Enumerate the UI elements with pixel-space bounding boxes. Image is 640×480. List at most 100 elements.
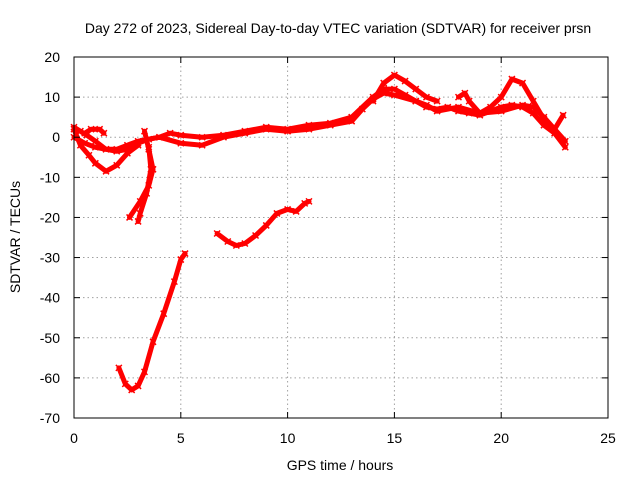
- data-point: [198, 133, 206, 141]
- chart-title: Day 272 of 2023, Sidereal Day-to-day VTE…: [85, 20, 591, 36]
- data-point: [232, 241, 240, 250]
- data-point: [454, 103, 463, 111]
- data-point: [326, 121, 334, 129]
- data-point: [213, 229, 221, 238]
- series-arc-mid: [213, 197, 313, 250]
- data-point: [252, 231, 260, 240]
- data-point: [529, 97, 537, 105]
- data-point: [113, 161, 121, 169]
- data-point: [160, 310, 168, 318]
- data-point: [358, 105, 366, 113]
- data-point: [422, 101, 430, 109]
- data-point: [559, 111, 567, 119]
- y-tick-label: 0: [52, 129, 60, 145]
- data-point: [561, 143, 569, 151]
- data-point: [143, 189, 151, 197]
- data-point: [262, 221, 270, 229]
- data-point: [390, 91, 398, 99]
- data-point: [461, 89, 469, 97]
- data-point: [508, 75, 516, 83]
- data-point: [497, 107, 505, 115]
- data-point: [81, 129, 89, 137]
- data-point: [305, 197, 313, 205]
- x-tick-label: 20: [493, 430, 509, 446]
- y-tick-label: -40: [40, 290, 60, 306]
- data-point: [273, 209, 281, 217]
- data-point: [126, 213, 134, 221]
- data-point: [292, 207, 300, 215]
- series-arc-early-small: [81, 125, 108, 137]
- data-point: [155, 133, 163, 141]
- axis-ticks: 0 5 10 15 20 25 -70 -60 -50 -40 -30 -20 -10 0 10 20: [40, 49, 616, 446]
- y-tick-label: 20: [44, 49, 60, 65]
- series-arc-deep: [115, 250, 189, 394]
- x-tick-label: 5: [177, 430, 185, 446]
- data-point: [401, 77, 409, 85]
- data-point: [540, 115, 548, 123]
- data-point: [134, 382, 142, 390]
- data-point: [519, 79, 527, 87]
- data-point: [115, 364, 123, 372]
- data-point: [476, 109, 484, 117]
- data-point: [100, 129, 108, 137]
- data-point: [170, 278, 178, 286]
- plot-frame: [73, 56, 609, 419]
- data-point: [551, 125, 559, 133]
- series-line: [116, 251, 188, 393]
- data-point: [284, 205, 292, 213]
- data-point: [284, 127, 292, 135]
- data-point: [519, 101, 527, 109]
- x-axis-label: GPS time / hours: [287, 457, 394, 473]
- y-tick-label: 10: [44, 89, 60, 105]
- data-point: [87, 125, 95, 133]
- data-point: [412, 85, 420, 93]
- data-point: [85, 151, 93, 159]
- data-point: [140, 368, 149, 376]
- series-arc-peak-15: [369, 71, 441, 105]
- data-point: [91, 143, 99, 151]
- data-point: [123, 149, 131, 157]
- data-point: [134, 217, 142, 225]
- data-point: [166, 129, 174, 137]
- data-point: [181, 250, 189, 258]
- data-point: [224, 237, 232, 246]
- data-point: [177, 139, 185, 147]
- y-tick-label: -50: [40, 330, 60, 346]
- data-point: [149, 338, 157, 346]
- data-point: [241, 129, 249, 137]
- data-point: [121, 380, 129, 388]
- series-arc-peak-20: [454, 75, 567, 133]
- data-point: [422, 93, 430, 101]
- data-point: [433, 107, 441, 115]
- data-point: [140, 127, 149, 135]
- data-point: [486, 103, 495, 111]
- data-point: [145, 143, 153, 151]
- data-point: [380, 79, 388, 87]
- data-series: [70, 71, 569, 394]
- data-point: [113, 145, 121, 153]
- data-point: [390, 85, 398, 93]
- x-tick-label: 25: [600, 430, 616, 446]
- series-line: [71, 90, 568, 152]
- data-point: [301, 199, 309, 207]
- data-point: [91, 159, 99, 167]
- data-point: [123, 141, 131, 149]
- data-point: [76, 141, 84, 149]
- data-point: [128, 386, 136, 394]
- data-point: [102, 167, 110, 175]
- data-point: [262, 125, 270, 133]
- y-tick-label: -30: [40, 250, 60, 266]
- data-point: [241, 239, 249, 248]
- data-point: [177, 256, 185, 264]
- data-point: [454, 93, 463, 101]
- data-point: [561, 137, 569, 145]
- data-point: [134, 141, 142, 149]
- series-arc-3h-descent-b: [134, 143, 155, 225]
- y-tick-label: -60: [40, 370, 60, 386]
- x-tick-label: 0: [70, 430, 78, 446]
- y-axis-label: SDTVAR / TECUs: [7, 181, 23, 293]
- data-point: [390, 71, 398, 79]
- x-tick-label: 15: [387, 430, 403, 446]
